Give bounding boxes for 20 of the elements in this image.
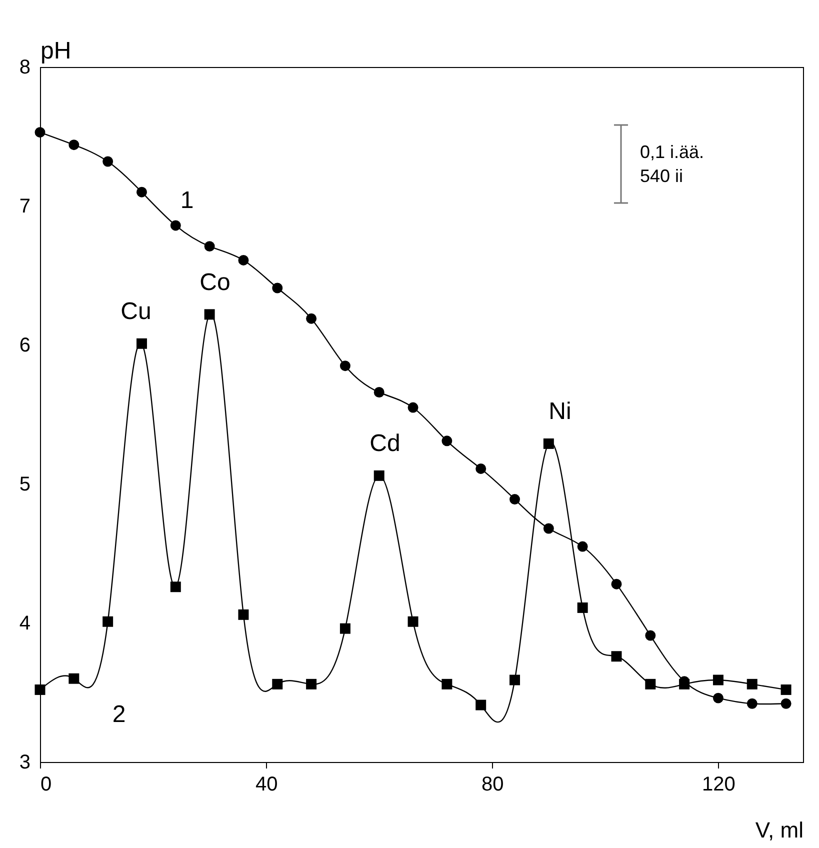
x-axis-title: V, ml bbox=[755, 818, 804, 842]
annotation: Cu bbox=[120, 298, 152, 325]
annotation: 2 bbox=[112, 701, 126, 728]
y-tick-label: 4 bbox=[19, 612, 30, 634]
x-tick-label: 120 bbox=[702, 774, 736, 796]
y-tick-label: 5 bbox=[19, 474, 30, 496]
annotation: Ni bbox=[548, 398, 572, 425]
y-axis-title: pH bbox=[40, 38, 72, 64]
y-tick-label: 6 bbox=[19, 334, 30, 356]
x-tick-label: 80 bbox=[482, 774, 504, 796]
y-tick-label: 7 bbox=[19, 196, 30, 218]
x-tick-label: 0 bbox=[40, 774, 52, 796]
y-tick-label: 8 bbox=[19, 56, 30, 78]
annotation: 1 bbox=[180, 187, 194, 214]
annotation: 540 ii bbox=[640, 166, 684, 186]
y-tick-label: 3 bbox=[19, 752, 30, 774]
annotation: Cd bbox=[370, 430, 400, 457]
annotation: 0,1 i.ää. bbox=[640, 142, 704, 162]
x-tick-label: 40 bbox=[255, 774, 278, 796]
annotation: Co bbox=[200, 269, 230, 296]
